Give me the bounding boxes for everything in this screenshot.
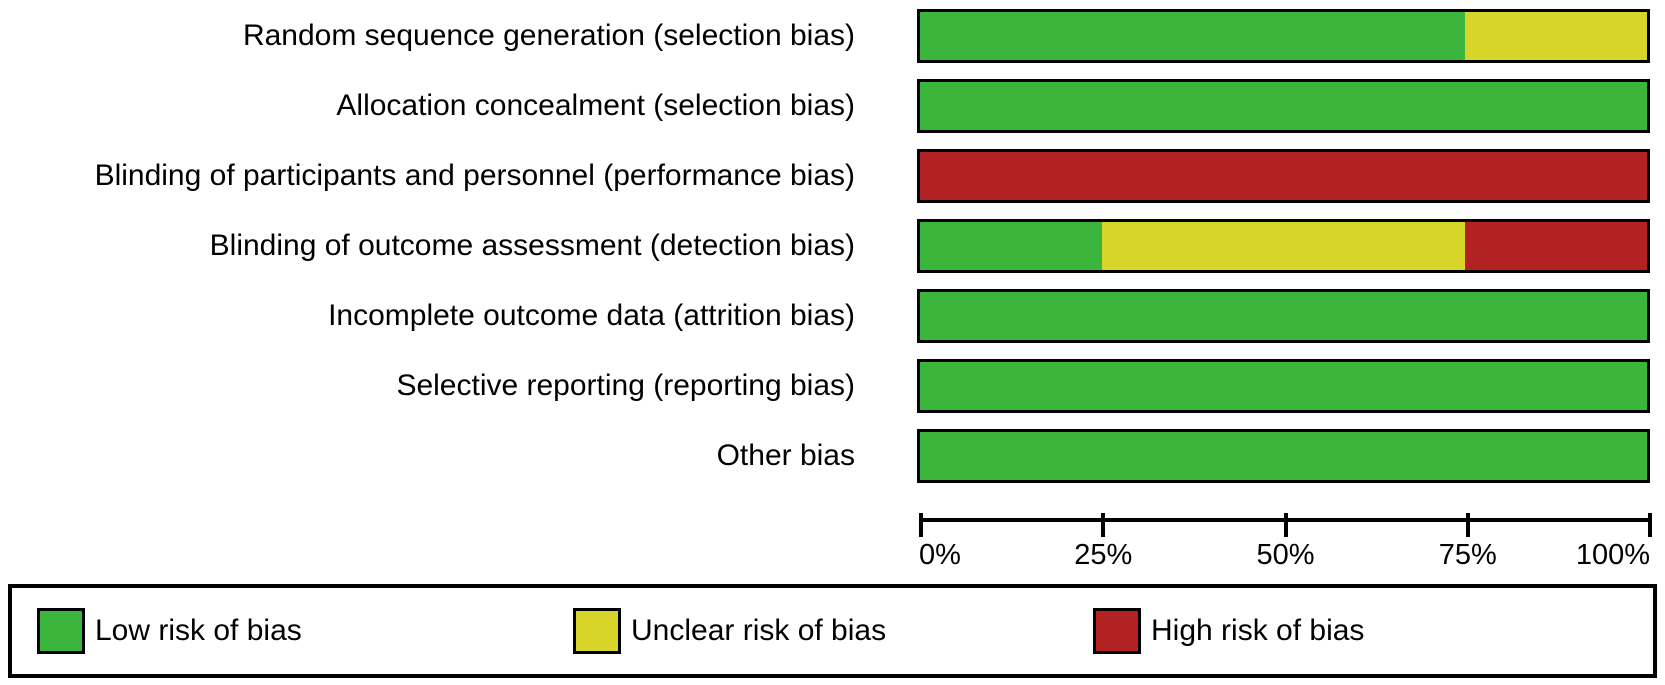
bar-segment-unclear-risk-of-bias [1465,12,1647,60]
bar-track [917,219,1650,273]
bar-track [917,359,1650,413]
legend-label: Low risk of bias [95,614,302,647]
axis-tick-label: 50% [1256,539,1315,571]
category-label: Other bias [716,439,855,472]
chart-row: Allocation concealment (selection bias) [0,79,1665,133]
axis-tick-label: 100% [1575,539,1650,571]
chart-row: Selective reporting (reporting bias) [0,359,1665,413]
category-label: Blinding of participants and personnel (… [94,159,855,192]
x-axis: 0% 25% 50% 75% 100% [919,513,1652,571]
bar-segment-low-risk-of-bias [920,12,1466,60]
legend-swatch-unclear-risk-of-bias [573,608,621,654]
chart-row: Incomplete outcome data (attrition bias) [0,289,1665,343]
axis-tick-label: 0% [919,539,961,571]
bar-segment-high-risk-of-bias [920,152,1647,200]
category-label: Incomplete outcome data (attrition bias) [328,299,855,332]
category-label: Blinding of outcome assessment (detectio… [209,229,855,262]
legend-box: Low risk of bias Unclear risk of bias High… [8,584,1657,678]
bar-track [917,289,1650,343]
axis-tick [919,513,923,537]
bar-segment-low-risk-of-bias [920,222,1102,270]
bar-segment-low-risk-of-bias [920,362,1647,410]
chart-row: Blinding of participants and personnel (… [0,149,1665,203]
category-label: Selective reporting (reporting bias) [396,369,855,402]
bar-track [917,429,1650,483]
bar-segment-low-risk-of-bias [920,432,1647,480]
legend-swatch-high-risk-of-bias [1093,608,1141,654]
axis-tick [1101,513,1106,537]
legend-swatch-low-risk-of-bias [37,608,85,654]
bar-segment-unclear-risk-of-bias [1101,222,1466,270]
axis-tick [1465,513,1470,537]
bar-segment-low-risk-of-bias [920,292,1647,340]
legend-label: Unclear risk of bias [631,614,887,647]
legend-item-high-risk-of-bias: High risk of bias [1093,608,1364,654]
chart-row: Random sequence generation (selection bi… [0,9,1665,63]
axis-tick-label: 25% [1074,539,1133,571]
chart-row: Blinding of outcome assessment (detectio… [0,219,1665,273]
category-label: Allocation concealment (selection bias) [336,89,855,122]
chart-row: Other bias [0,429,1665,483]
category-label: Random sequence generation (selection bi… [242,19,855,52]
legend-item-low-risk-of-bias: Low risk of bias [37,608,302,654]
legend-item-unclear-risk-of-bias: Unclear risk of bias [573,608,886,654]
axis-tick [1648,513,1652,537]
bar-track [917,149,1650,203]
bar-segment-low-risk-of-bias [920,82,1647,130]
bar-track [917,79,1650,133]
axis-tick-label: 75% [1438,539,1497,571]
bars-area: Random sequence generation (selection bi… [0,9,1665,483]
bar-segment-high-risk-of-bias [1465,222,1647,270]
axis-tick [1283,513,1288,537]
bar-track [917,9,1650,63]
legend-label: High risk of bias [1151,614,1365,647]
